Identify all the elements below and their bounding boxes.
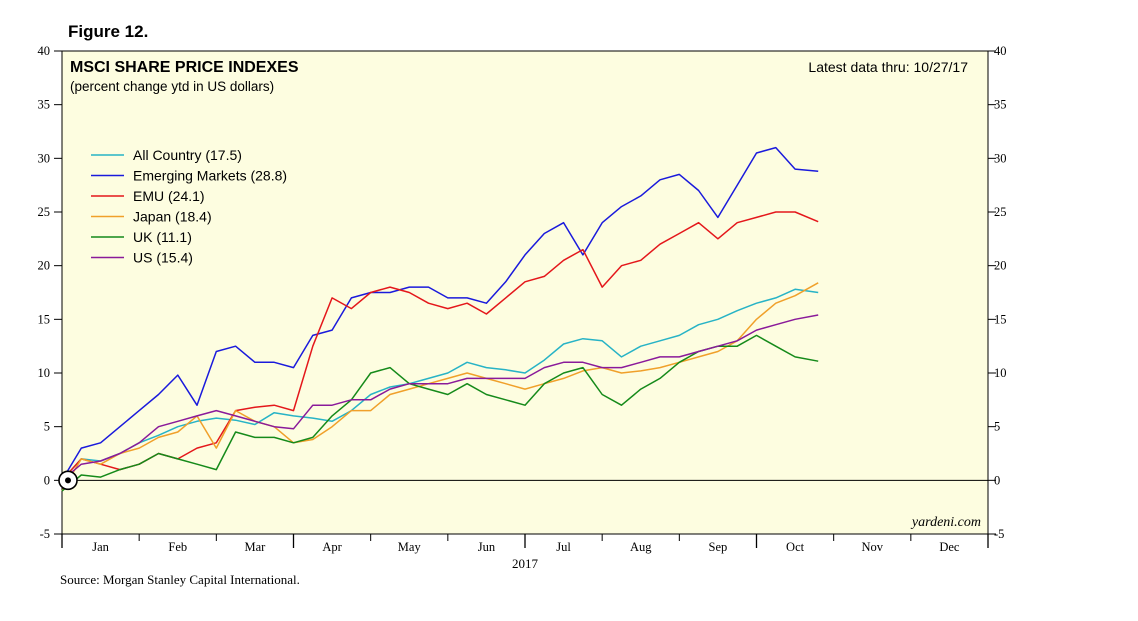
y-tick-label-left: 15	[38, 312, 51, 326]
x-tick-label: Feb	[168, 540, 187, 554]
y-tick-label-left: 30	[38, 151, 51, 165]
legend-label: All Country (17.5)	[133, 147, 242, 163]
y-tick-label-left: 35	[38, 98, 51, 112]
chart-title: MSCI SHARE PRICE INDEXES	[70, 59, 299, 76]
y-tick-label-left: -5	[40, 527, 50, 541]
source-note: Source: Morgan Stanley Capital Internati…	[60, 572, 300, 587]
series-line	[61, 282, 819, 492]
y-tick-label-right: 40	[994, 44, 1007, 58]
year-label: 2017	[512, 556, 539, 571]
y-tick-label-left: 0	[44, 473, 50, 487]
y-tick-label-right: 20	[994, 259, 1007, 273]
watermark: yardeni.com	[910, 515, 981, 530]
y-tick-label-right: 35	[994, 98, 1007, 112]
series-line	[61, 146, 819, 481]
legend: All Country (17.5) Emerging Markets (28.8…	[91, 147, 287, 266]
right-axis: -5 0 5 10 15 20 25 30 35 40	[988, 44, 1007, 541]
y-tick-label-left: 40	[38, 44, 51, 58]
y-tick-label-left: 20	[38, 259, 51, 273]
figure-label: Figure 12.	[68, 22, 149, 41]
y-tick-label-right: -5	[994, 527, 1004, 541]
y-tick-label-left: 25	[38, 205, 51, 219]
latest-data-note: Latest data thru: 10/27/17	[808, 59, 968, 75]
x-tick-label: Jun	[478, 540, 496, 554]
x-tick-label: Jan	[92, 540, 109, 554]
legend-label: UK (11.1)	[133, 229, 192, 245]
origin-marker	[58, 470, 78, 491]
x-tick-label: Nov	[861, 540, 883, 554]
y-tick-label-right: 0	[994, 473, 1000, 487]
legend-label: Emerging Markets (28.8)	[133, 168, 287, 184]
x-tick-label: Oct	[786, 540, 805, 554]
series-line	[61, 334, 819, 492]
x-tick-label: May	[398, 540, 422, 554]
x-tick-label: Aug	[630, 540, 652, 554]
legend-label: EMU (24.1)	[133, 188, 205, 204]
plot-area	[61, 50, 989, 535]
y-tick-label-right: 15	[994, 312, 1007, 326]
legend-label: Japan (18.4)	[133, 209, 212, 225]
y-tick-label-right: 5	[994, 420, 1000, 434]
chart-subtitle: (percent change ytd in US dollars)	[70, 79, 274, 94]
x-axis: Jan Feb Mar Apr May Jun Jul Aug Sep Oct Nov Dec	[61, 534, 989, 554]
y-tick-label-left: 5	[44, 420, 50, 434]
y-tick-label-right: 25	[994, 205, 1007, 219]
y-tick-label-right: 10	[994, 366, 1007, 380]
x-tick-label: Dec	[939, 540, 960, 554]
y-tick-label-left: 10	[38, 366, 51, 380]
y-tick-label-right: 30	[994, 151, 1007, 165]
series-line	[61, 211, 819, 481]
x-tick-label: Mar	[245, 540, 267, 554]
left-axis: -5 0 5 10 15 20 25 30 35 40	[38, 44, 62, 541]
series-line	[61, 314, 819, 481]
x-tick-label: Jul	[556, 540, 571, 554]
x-tick-label: Apr	[322, 540, 342, 554]
legend-label: US (15.4)	[133, 250, 193, 266]
series-lines	[61, 146, 819, 492]
x-tick-label: Sep	[709, 540, 728, 554]
